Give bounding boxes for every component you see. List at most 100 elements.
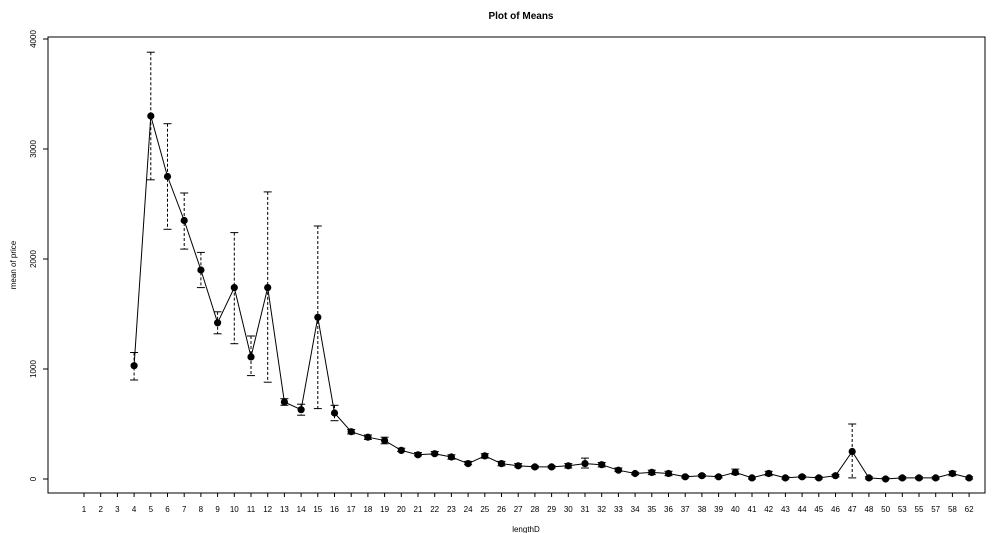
x-tick-label: 42 xyxy=(764,505,773,514)
mean-point xyxy=(364,433,372,441)
x-tick-label: 28 xyxy=(530,505,539,514)
mean-point xyxy=(698,472,706,480)
x-tick-label: 41 xyxy=(748,505,757,514)
x-tick-label: 20 xyxy=(397,505,406,514)
x-tick-label: 4 xyxy=(132,505,137,514)
error-bars xyxy=(130,51,974,480)
mean-points xyxy=(130,112,973,483)
x-tick-label: 32 xyxy=(597,505,606,514)
x-tick-label: 13 xyxy=(280,505,289,514)
x-tick-label: 47 xyxy=(848,505,857,514)
mean-point xyxy=(197,266,205,274)
x-tick-label: 53 xyxy=(898,505,907,514)
x-tick-label: 12 xyxy=(263,505,272,514)
mean-point xyxy=(314,313,322,321)
mean-point xyxy=(397,446,405,454)
x-tick-label: 21 xyxy=(414,505,423,514)
x-tick-label: 1 xyxy=(82,505,87,514)
mean-point xyxy=(664,469,673,478)
x-tick-label: 34 xyxy=(631,505,640,514)
mean-point xyxy=(748,474,756,482)
mean-point xyxy=(965,474,973,482)
x-tick-label: 19 xyxy=(380,505,389,514)
mean-point xyxy=(815,474,823,482)
mean-point xyxy=(180,216,188,225)
mean-point xyxy=(865,474,873,482)
mean-point xyxy=(230,284,238,292)
mean-point xyxy=(598,461,606,469)
mean-point xyxy=(264,284,272,292)
x-tick-label: 9 xyxy=(215,505,220,514)
y-tick-label: 3000 xyxy=(29,140,38,158)
y-tick-label: 0 xyxy=(29,476,38,481)
x-tick-label: 17 xyxy=(347,505,356,514)
chart-title: Plot of Means xyxy=(488,11,553,22)
x-tick-label: 58 xyxy=(948,505,957,514)
x-tick-label: 22 xyxy=(430,505,439,514)
mean-point xyxy=(915,474,923,482)
x-tick-label: 3 xyxy=(115,505,120,514)
x-tick-label: 55 xyxy=(915,505,924,514)
x-tick-label: 62 xyxy=(965,505,974,514)
x-tick-label: 8 xyxy=(199,505,204,514)
x-tick-label: 11 xyxy=(247,505,256,514)
x-tick-label: 18 xyxy=(363,505,372,514)
x-tick-label: 10 xyxy=(230,505,239,514)
y-tick-label: 2000 xyxy=(29,250,38,268)
x-tick-label: 24 xyxy=(464,505,473,514)
mean-point xyxy=(681,473,689,481)
x-tick-label: 15 xyxy=(313,505,322,514)
x-tick-label: 48 xyxy=(864,505,873,514)
x-tick-label: 33 xyxy=(614,505,623,514)
x-tick-label: 31 xyxy=(581,505,590,514)
x-tick-label: 25 xyxy=(480,505,489,514)
mean-point xyxy=(631,469,639,478)
plot-frame xyxy=(47,36,986,494)
mean-point xyxy=(715,473,723,481)
x-axis-label: lengthD xyxy=(512,525,540,533)
x-tick-label: 38 xyxy=(697,505,706,514)
mean-point xyxy=(381,436,389,445)
x-tick-label: 36 xyxy=(664,505,673,514)
x-tick-label: 27 xyxy=(514,505,523,514)
x-tick-label: 26 xyxy=(497,505,506,514)
x-tick-label: 37 xyxy=(681,505,690,514)
mean-point xyxy=(297,406,305,414)
mean-point xyxy=(431,450,439,458)
mean-point xyxy=(481,452,489,460)
x-tick-label: 57 xyxy=(931,505,940,514)
x-tick-label: 16 xyxy=(330,505,339,514)
mean-point xyxy=(581,460,589,468)
mean-point xyxy=(247,353,255,361)
mean-point xyxy=(948,469,957,478)
mean-point xyxy=(280,398,288,406)
mean-point xyxy=(147,112,155,120)
x-tick-label: 14 xyxy=(297,505,306,514)
x-tick-label: 39 xyxy=(714,505,723,514)
mean-point xyxy=(497,460,506,468)
x-tick-label: 29 xyxy=(547,505,556,514)
x-axis: 1 2 3 4 5 6 7 8 9 10 11 12 13 14 15 16 17 18 19 20 21 22 23 24 2… xyxy=(82,493,974,514)
y-tick-label: 4000 xyxy=(29,30,38,48)
mean-point xyxy=(798,473,806,481)
mean-point xyxy=(414,451,422,459)
x-tick-label: 30 xyxy=(564,505,573,514)
mean-point xyxy=(514,462,522,470)
mean-point xyxy=(531,463,539,471)
y-axis: 0 1000 2000 3000 4000 xyxy=(29,30,48,481)
x-tick-label: 23 xyxy=(447,505,456,514)
x-tick-label: 44 xyxy=(798,505,807,514)
x-tick-label: 46 xyxy=(831,505,840,514)
x-tick-label: 45 xyxy=(814,505,823,514)
mean-point xyxy=(848,447,856,456)
mean-point xyxy=(347,428,355,436)
mean-point xyxy=(731,468,739,476)
mean-point xyxy=(898,474,906,482)
mean-point xyxy=(614,466,623,474)
mean-point xyxy=(130,362,138,370)
mean-point xyxy=(464,460,472,468)
mean-point xyxy=(882,475,890,483)
y-axis-label: mean of price xyxy=(9,240,18,289)
x-tick-label: 43 xyxy=(781,505,790,514)
mean-point xyxy=(163,172,172,181)
